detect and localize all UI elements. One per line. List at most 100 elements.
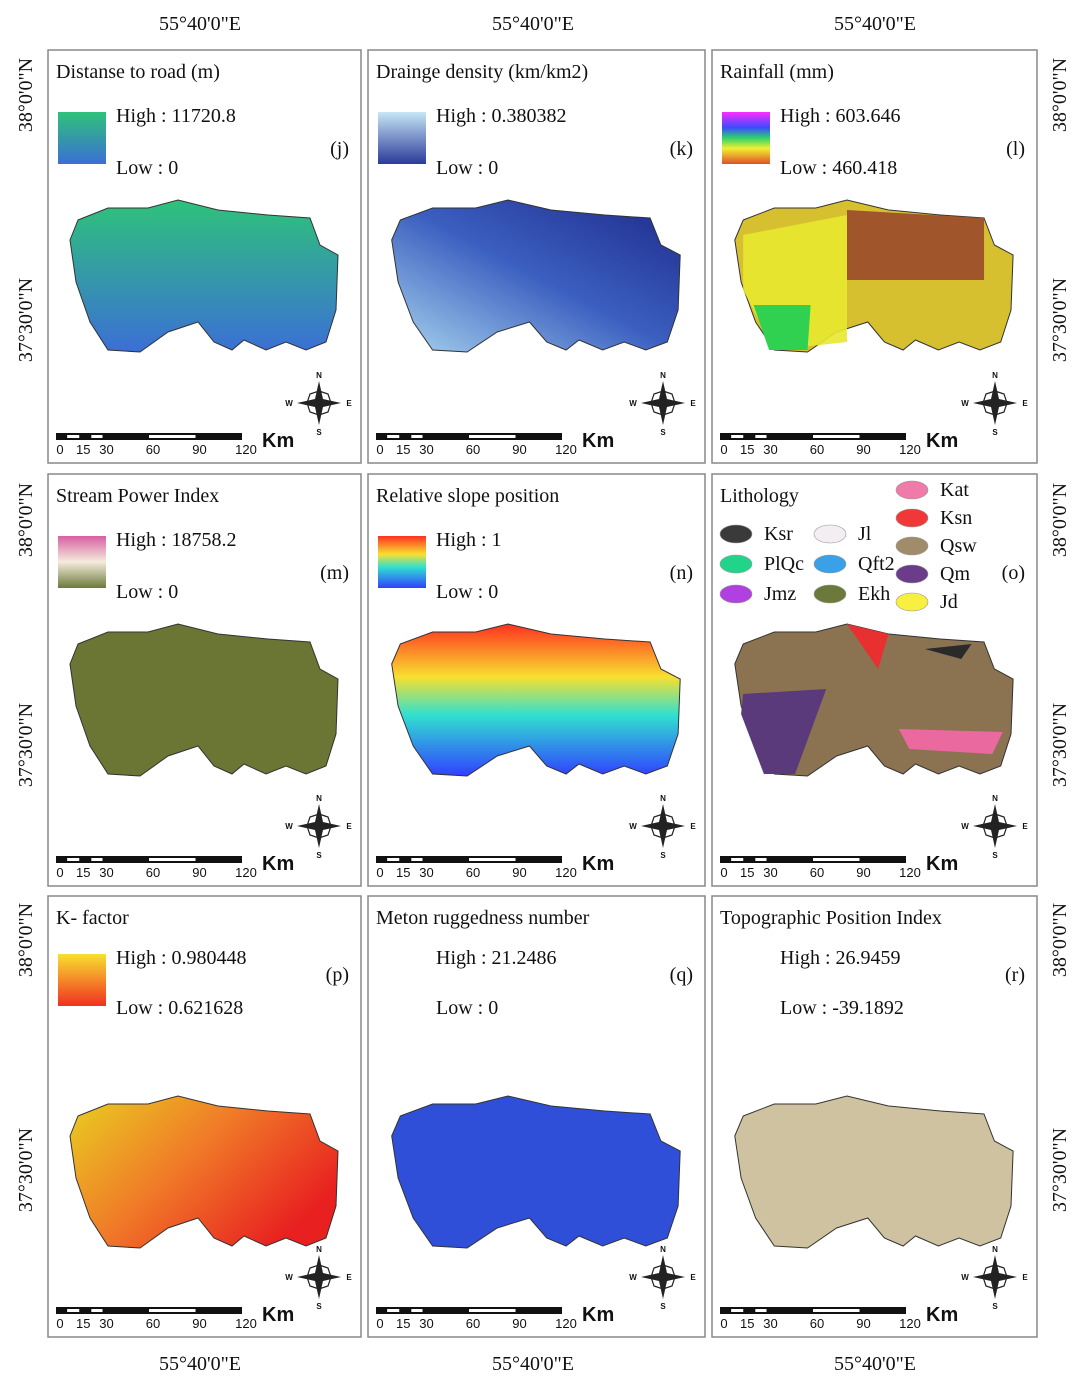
compass-e: E bbox=[346, 399, 352, 408]
scale-bar-label: 120 bbox=[555, 442, 577, 457]
panel-title: K- factor bbox=[56, 907, 129, 929]
litho-swatch bbox=[814, 525, 846, 543]
compass-n: N bbox=[992, 1245, 998, 1254]
map-panel: Meton ruggedness number(q)High : 21.2486… bbox=[368, 896, 705, 1337]
scale-bar-unit: Km bbox=[582, 430, 614, 452]
scale-bar-segment bbox=[67, 1309, 79, 1312]
left-label: 38°0'0"N bbox=[15, 58, 37, 132]
scale-bar-label: 0 bbox=[720, 865, 727, 880]
legend-ramp bbox=[58, 536, 106, 588]
legend-high: High : 603.646 bbox=[780, 105, 901, 127]
study-area-map bbox=[70, 200, 338, 352]
legend-ramp bbox=[722, 112, 770, 164]
compass-e: E bbox=[1022, 822, 1028, 831]
scale-bar-label: 120 bbox=[899, 442, 921, 457]
scale-bar-label: 15 bbox=[740, 442, 754, 457]
legend-ramp bbox=[378, 536, 426, 588]
scale-bar-label: 30 bbox=[763, 442, 777, 457]
litho-swatch bbox=[720, 555, 752, 573]
scale-bar-label: 0 bbox=[720, 442, 727, 457]
panel-title: Stream Power Index bbox=[56, 485, 219, 507]
scale-bar-label: 120 bbox=[555, 1316, 577, 1331]
legend-high: High : 21.2486 bbox=[436, 947, 557, 969]
panel-letter: (j) bbox=[330, 138, 349, 160]
compass-s: S bbox=[660, 428, 666, 437]
right-label: 37°30'0"N bbox=[1049, 703, 1071, 787]
scale-bar-unit: Km bbox=[582, 853, 614, 875]
scale-bar-segment bbox=[813, 435, 860, 438]
scale-bar-label: 120 bbox=[899, 1316, 921, 1331]
study-area-map bbox=[392, 1096, 681, 1248]
litho-label: Kat bbox=[940, 479, 969, 501]
compass-n: N bbox=[660, 1245, 666, 1254]
compass-n: N bbox=[992, 794, 998, 803]
rainfall-zone bbox=[847, 210, 984, 280]
scale-bar-label: 0 bbox=[56, 1316, 63, 1331]
legend-high: High : 0.980448 bbox=[116, 947, 247, 969]
map-panel: Drainge density (km/km2)(k)High : 0.3803… bbox=[368, 50, 705, 463]
compass-s: S bbox=[660, 1302, 666, 1311]
scale-bar-label: 60 bbox=[146, 865, 160, 880]
map-panel: K- factor(p)High : 0.980448Low : 0.62162… bbox=[48, 896, 361, 1337]
scale-bar-label: 120 bbox=[899, 865, 921, 880]
compass-w: W bbox=[629, 1273, 637, 1282]
compass-w: W bbox=[629, 399, 637, 408]
study-area-map bbox=[735, 1096, 1013, 1248]
panel-letter: (r) bbox=[1005, 964, 1025, 986]
scale-bar-segment bbox=[755, 435, 766, 438]
right-label: 38°0'0"N bbox=[1049, 58, 1071, 132]
legend-low: Low : 0 bbox=[436, 581, 498, 603]
scale-bar-label: 60 bbox=[810, 865, 824, 880]
compass-w: W bbox=[629, 822, 637, 831]
compass-s: S bbox=[992, 851, 998, 860]
panel-title: Distanse to road (m) bbox=[56, 61, 220, 83]
bottom-label: 55°40'0"E bbox=[159, 1353, 241, 1375]
compass-n: N bbox=[992, 371, 998, 380]
scale-bar-label: 15 bbox=[740, 1316, 754, 1331]
scale-bar-label: 30 bbox=[419, 442, 433, 457]
scale-bar-label: 90 bbox=[192, 1316, 206, 1331]
scale-bar-label: 15 bbox=[396, 1316, 410, 1331]
scale-bar-label: 60 bbox=[810, 442, 824, 457]
compass-e: E bbox=[1022, 399, 1028, 408]
litho-swatch bbox=[720, 585, 752, 603]
compass-w: W bbox=[961, 399, 969, 408]
litho-label: Qsw bbox=[940, 535, 977, 557]
scale-bar-label: 30 bbox=[419, 865, 433, 880]
compass-w: W bbox=[285, 1273, 293, 1282]
compass-s: S bbox=[992, 1302, 998, 1311]
scale-bar-label: 0 bbox=[376, 1316, 383, 1331]
left-label: 38°0'0"N bbox=[15, 483, 37, 557]
scale-bar-label: 90 bbox=[512, 442, 526, 457]
scale-bar-segment bbox=[469, 858, 516, 861]
map-panel: Distanse to road (m)(j)High : 11720.8Low… bbox=[48, 50, 361, 463]
scale-bar-segment bbox=[731, 1309, 743, 1312]
scale-bar-segment bbox=[411, 1309, 422, 1312]
scale-bar-label: 90 bbox=[856, 442, 870, 457]
scale-bar-label: 30 bbox=[419, 1316, 433, 1331]
right-label: 37°30'0"N bbox=[1049, 278, 1071, 362]
top-label: 55°40'0"E bbox=[492, 13, 574, 35]
scale-bar-label: 30 bbox=[99, 865, 113, 880]
scale-bar-segment bbox=[91, 435, 102, 438]
panel-title: Topographic Position Index bbox=[720, 907, 942, 929]
study-area-map bbox=[392, 624, 681, 776]
litho-swatch bbox=[814, 555, 846, 573]
scale-bar-label: 90 bbox=[856, 1316, 870, 1331]
compass-e: E bbox=[1022, 1273, 1028, 1282]
panel-letter: (p) bbox=[326, 964, 349, 986]
scale-bar-unit: Km bbox=[926, 853, 958, 875]
panel-title: Drainge density (km/km2) bbox=[376, 61, 588, 83]
scale-bar-label: 90 bbox=[512, 1316, 526, 1331]
study-area-map bbox=[70, 624, 338, 776]
bottom-label: 55°40'0"E bbox=[834, 1353, 916, 1375]
litho-label: Qm bbox=[940, 563, 970, 585]
scale-bar-segment bbox=[67, 858, 79, 861]
scale-bar-unit: Km bbox=[262, 1304, 294, 1326]
scale-bar-label: 90 bbox=[192, 442, 206, 457]
scale-bar-label: 90 bbox=[512, 865, 526, 880]
litho-swatch bbox=[896, 565, 928, 583]
scale-bar-unit: Km bbox=[582, 1304, 614, 1326]
litho-label: Jl bbox=[858, 523, 872, 545]
panel-title: Meton ruggedness number bbox=[376, 907, 590, 929]
